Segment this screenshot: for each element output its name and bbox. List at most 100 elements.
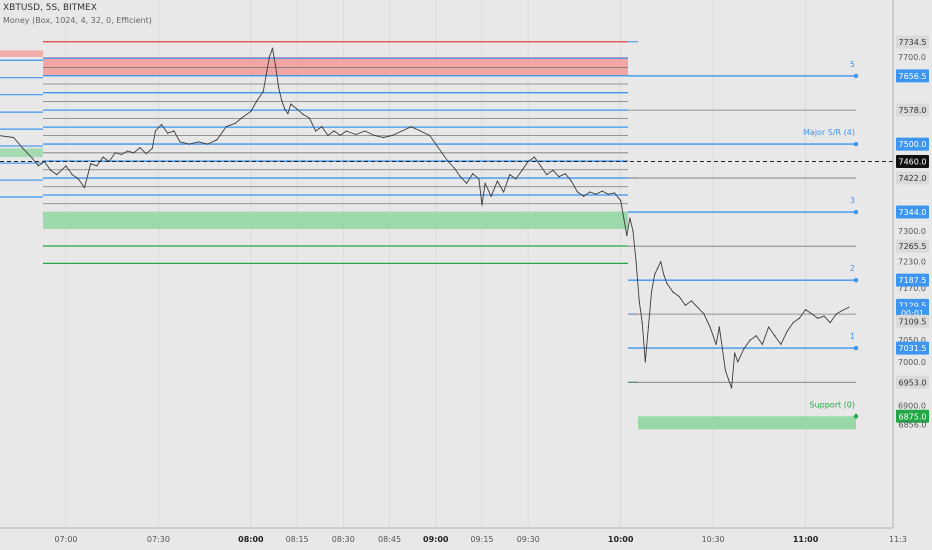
level-end-dot <box>853 73 859 79</box>
price-point <box>690 300 693 302</box>
symbol-title: XBTUSD, 5S, BITMEX <box>3 3 97 13</box>
x-tick-label: 09:00 <box>423 535 449 544</box>
price-point <box>666 282 668 285</box>
price-point <box>496 180 499 182</box>
indicator-title[interactable]: Money (Box, 1024, 4, 32, 0, Efficient) <box>3 16 152 25</box>
price-point <box>154 130 156 132</box>
price-point <box>77 178 79 180</box>
price-point <box>672 291 674 293</box>
price-point <box>173 130 175 132</box>
price-point <box>262 91 264 93</box>
price-point <box>502 191 505 193</box>
level-end-dot <box>853 141 859 147</box>
y-tick-label: 7000.0 <box>898 358 926 367</box>
level-label: Major S/R (4) <box>803 128 855 137</box>
price-point <box>197 141 200 143</box>
price-point <box>623 217 625 219</box>
support-marker <box>853 413 859 420</box>
x-tick-label: 09:30 <box>517 535 540 544</box>
price-point <box>583 195 585 197</box>
price-point <box>256 99 258 102</box>
price-badge <box>896 239 929 253</box>
x-tick-label: 08:15 <box>286 535 309 544</box>
price-point <box>527 160 529 163</box>
price-badge-label: 7031.5 <box>899 344 927 353</box>
y-axis[interactable]: 7700.07350.07300.07230.07170.07050.07000… <box>892 0 932 550</box>
x-tick-label: 08:00 <box>238 535 264 544</box>
price-badge-label: 6875.0 <box>899 412 927 421</box>
price-point <box>453 167 455 169</box>
price-point <box>641 322 643 324</box>
price-point <box>823 315 825 317</box>
price-point <box>724 369 727 372</box>
price-point <box>108 160 110 163</box>
level-end-dot <box>853 209 859 215</box>
price-point <box>410 126 412 128</box>
left-green-zone <box>0 148 43 158</box>
price-point <box>459 176 462 178</box>
price-point <box>478 178 480 180</box>
price-point <box>278 86 280 89</box>
price-point <box>515 178 517 180</box>
price-point <box>774 335 776 337</box>
support-zone <box>638 416 856 430</box>
y-tick-label: 7050.0 <box>898 336 926 345</box>
price-point <box>811 313 813 315</box>
x-tick-label: 07:30 <box>147 535 170 544</box>
price-point <box>490 195 492 197</box>
x-tick-label: 10:00 <box>608 535 634 544</box>
price-point <box>188 143 190 145</box>
x-tick-label: 10:30 <box>702 535 725 544</box>
price-point <box>841 309 844 312</box>
price-badge-label: 7460.0 <box>899 158 927 167</box>
price-point <box>731 387 733 389</box>
price-point <box>663 274 665 276</box>
price-badge <box>896 103 929 117</box>
price-point <box>83 187 86 189</box>
price-point <box>133 152 135 154</box>
price-point <box>761 343 764 346</box>
price-badge <box>896 314 929 328</box>
x-tick-label: 07:00 <box>54 535 77 544</box>
price-badge <box>896 35 929 49</box>
price-point <box>629 217 631 219</box>
price-point <box>709 326 711 328</box>
price-point <box>160 123 163 126</box>
support-label: Support (0) <box>810 400 856 409</box>
price-point <box>225 126 227 128</box>
price-point <box>786 330 788 332</box>
x-tick-label: 08:30 <box>332 535 355 544</box>
price-point <box>484 182 486 184</box>
price-point <box>780 343 782 346</box>
price-point <box>650 291 653 293</box>
green-zone <box>43 211 628 230</box>
price-point <box>447 160 449 163</box>
price-point <box>481 204 483 206</box>
price-point <box>804 308 807 311</box>
price-point <box>576 191 579 193</box>
price-badge-label: 7109.5 <box>899 317 927 326</box>
price-point <box>607 193 609 195</box>
price-point <box>589 191 591 193</box>
price-point <box>546 173 548 176</box>
x-axis[interactable]: 07:00 07:30 08:00 08:15 08:30 08:45 09:00 09:15… <box>0 527 932 550</box>
price-point <box>718 326 720 328</box>
price-point <box>635 261 637 263</box>
price-point <box>308 117 311 119</box>
price-point <box>767 326 770 328</box>
price-badge-label: 7422.0 <box>899 174 927 183</box>
y-tick-label: 7230.0 <box>898 258 926 267</box>
price-point <box>250 110 252 113</box>
price-badge-label: 6856.0 <box>899 421 927 430</box>
price-point <box>281 99 283 102</box>
price-point <box>465 182 468 184</box>
price-badge <box>896 409 929 423</box>
price-point <box>265 73 267 75</box>
price-point <box>96 165 98 167</box>
price-point <box>657 267 659 269</box>
price-point <box>290 103 292 105</box>
price-point <box>703 313 705 315</box>
price-badge <box>896 375 929 389</box>
